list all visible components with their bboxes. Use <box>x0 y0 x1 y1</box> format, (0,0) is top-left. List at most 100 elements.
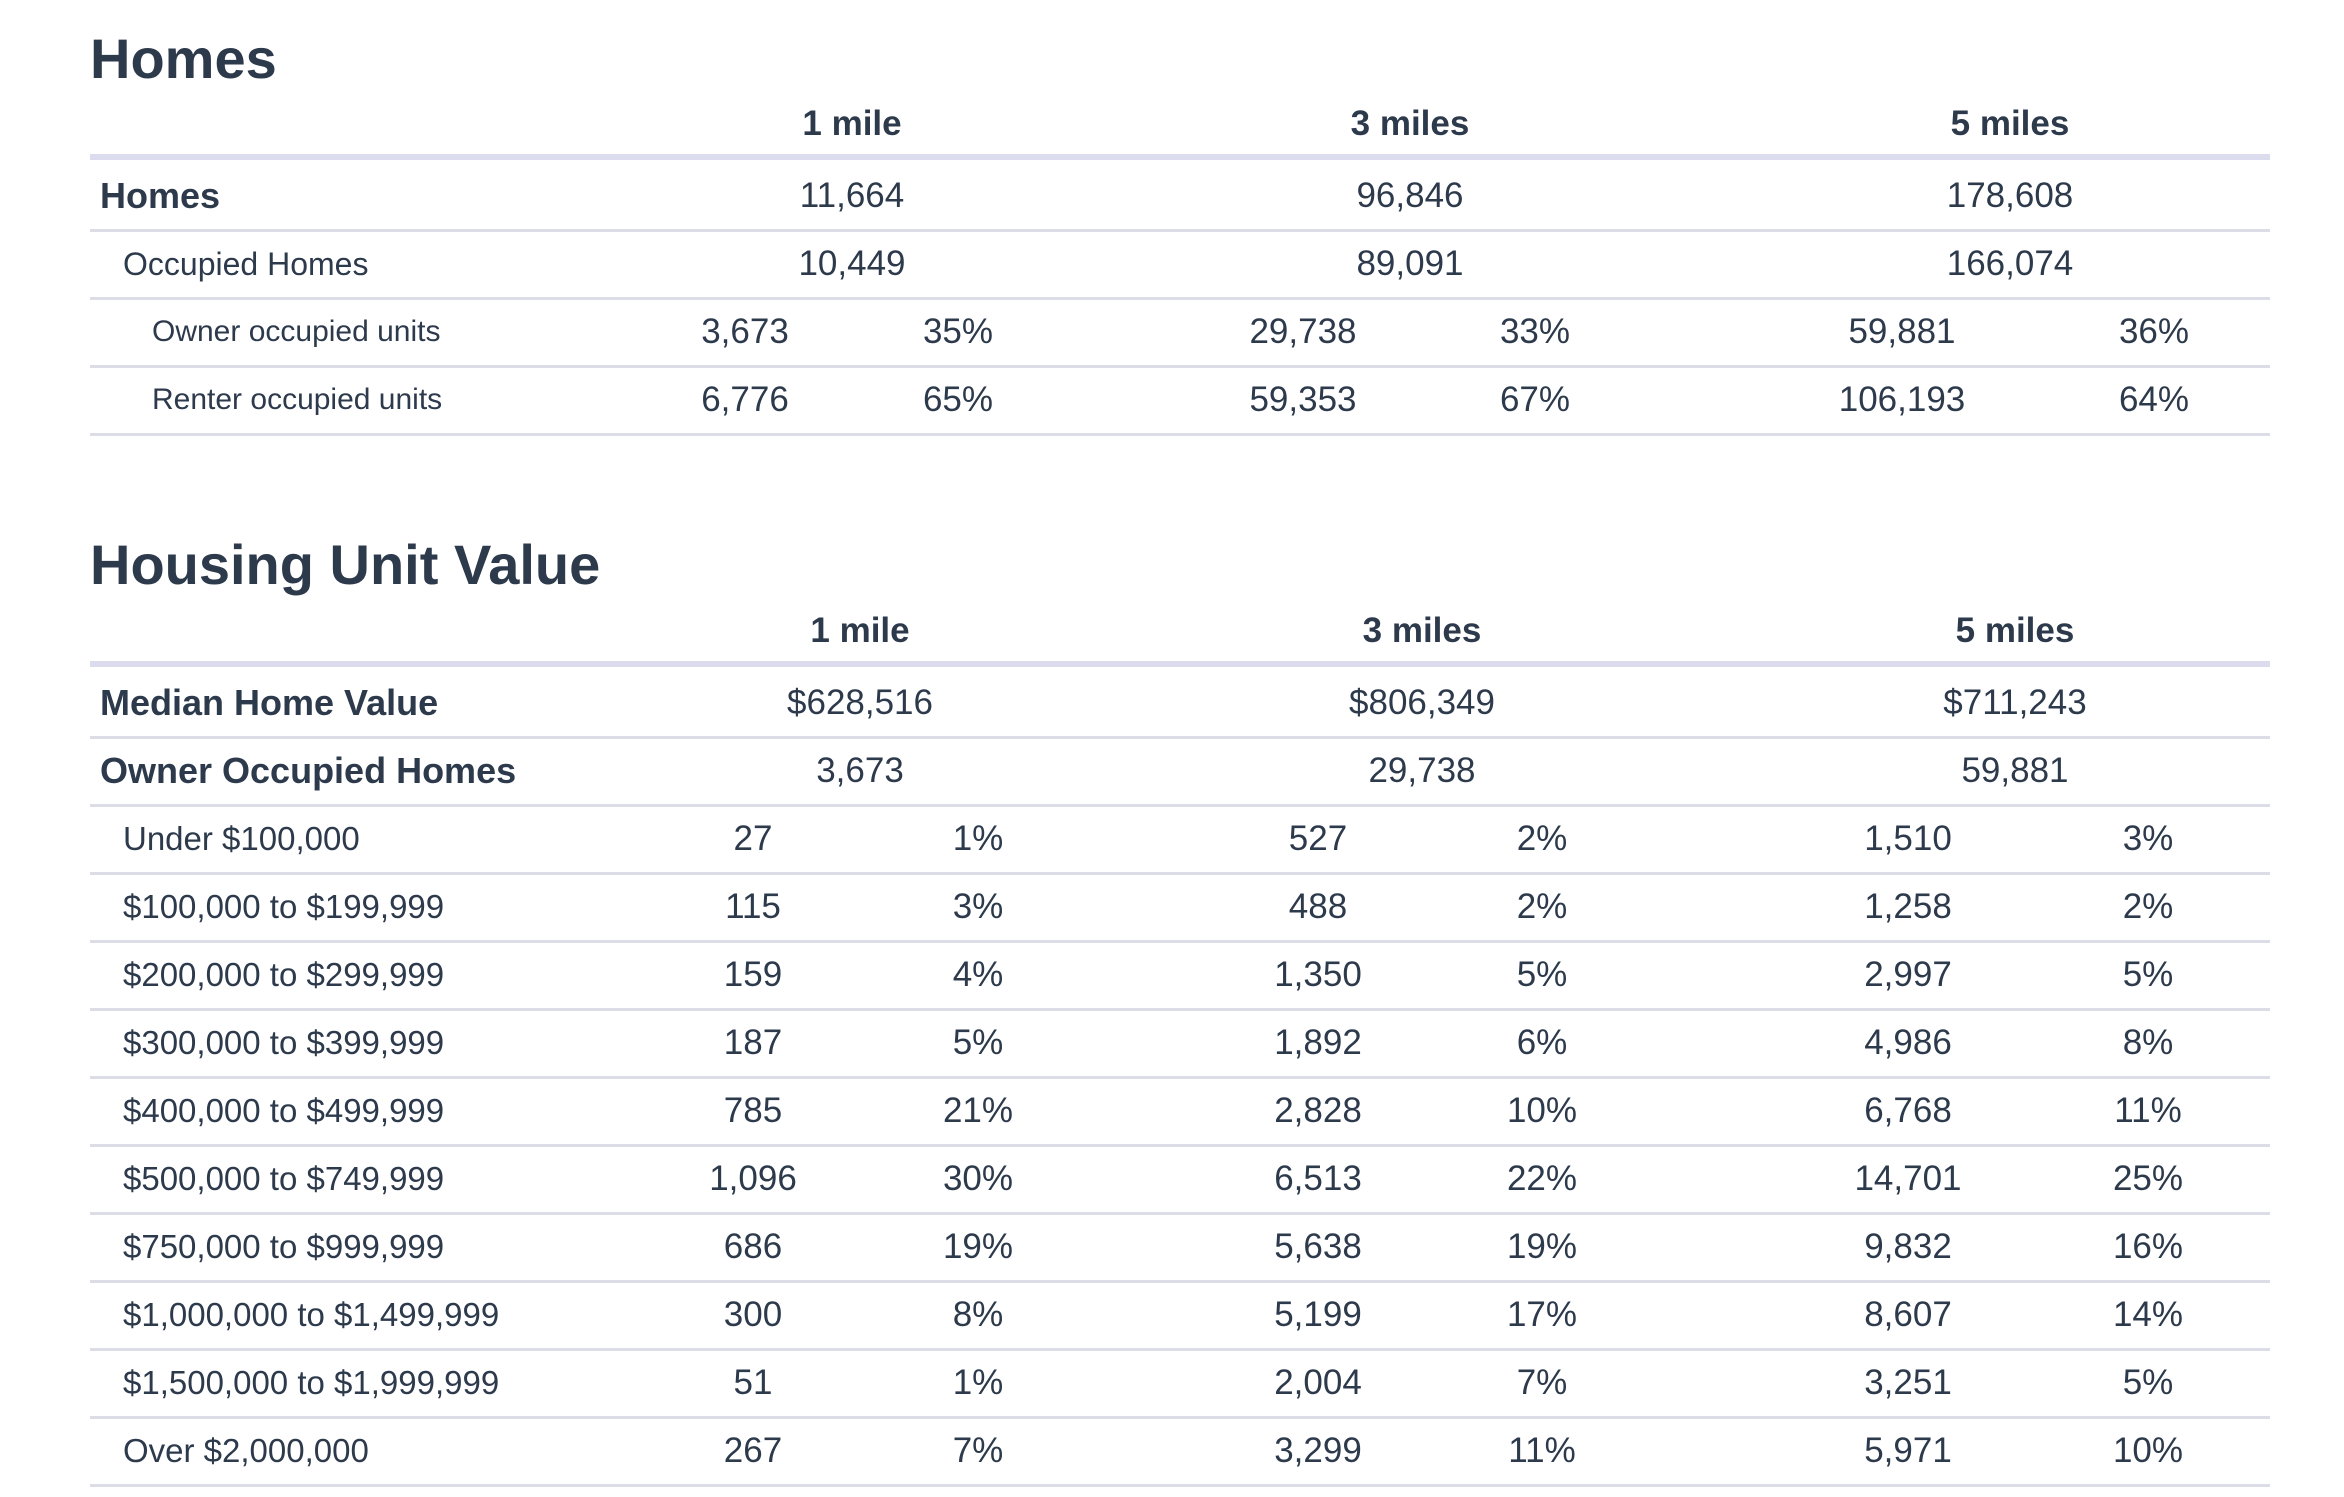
cell-percent: 6% <box>1516 1023 1568 1062</box>
cell-percent: 1% <box>952 819 1004 858</box>
cell-percent: 21% <box>942 1091 1014 1130</box>
cell-percent: 1% <box>952 1363 1004 1402</box>
cell-value: 89,091 <box>1356 244 1464 283</box>
table-row: $1,000,000 to $1,499,999 300 8% 5,199 17… <box>90 1282 2270 1351</box>
cell-percent: 16% <box>2112 1227 2184 1266</box>
cell-count: 1,096 <box>709 1159 797 1198</box>
cell-count: 5,199 <box>1274 1295 1362 1334</box>
cell-count: 2,997 <box>1864 955 1952 994</box>
table-row: $300,000 to $399,999 187 5% 1,892 6% 4,9… <box>90 1010 2270 1079</box>
table-row: $200,000 to $299,999 159 4% 1,350 5% 2,9… <box>90 942 2270 1011</box>
cell-percent: 5% <box>952 1023 1004 1062</box>
row-label: Over $2,000,000 <box>123 1432 369 1469</box>
cell-count: 527 <box>1288 819 1348 858</box>
cell-percent: 25% <box>2112 1159 2184 1198</box>
table-row: Owner occupied units 3,673 35% 29,738 33… <box>90 299 2270 368</box>
cell-percent: 11% <box>2114 1091 2182 1130</box>
cell-percent: 17% <box>1506 1295 1578 1334</box>
cell-value: $711,243 <box>1943 683 2087 722</box>
table-header: 1 mile 3 miles 5 miles <box>90 601 2270 667</box>
cell-value: 11,664 <box>799 176 905 215</box>
cell-value: 59,881 <box>1961 751 2069 790</box>
cell-percent: 2% <box>1516 819 1568 858</box>
cell-count: 3,299 <box>1274 1431 1362 1470</box>
cell-count: 3,673 <box>701 312 789 351</box>
cell-count: 6,513 <box>1274 1159 1362 1198</box>
cell-percent: 11% <box>1508 1431 1576 1470</box>
table-row: $400,000 to $499,999 785 21% 2,828 10% 6… <box>90 1078 2270 1147</box>
table-row: Owner Occupied Homes 3,673 29,738 59,881 <box>90 738 2270 807</box>
cell-percent: 2% <box>1516 887 1568 926</box>
table-row: $1,500,000 to $1,999,999 51 1% 2,004 7% … <box>90 1350 2270 1419</box>
cell-percent: 19% <box>942 1227 1014 1266</box>
cell-value: 96,846 <box>1356 176 1464 215</box>
table-row: Renter occupied units 6,776 65% 59,353 6… <box>90 367 2270 436</box>
cell-count: 1,892 <box>1274 1023 1362 1062</box>
cell-percent: 5% <box>1516 955 1568 994</box>
cell-value: 178,608 <box>1946 176 2074 215</box>
table-row: $500,000 to $749,999 1,096 30% 6,513 22%… <box>90 1146 2270 1215</box>
column-header: 1 mile <box>810 611 910 650</box>
cell-percent: 5% <box>2122 955 2174 994</box>
cell-count: 1,258 <box>1864 887 1952 926</box>
row-label: $300,000 to $399,999 <box>123 1024 445 1061</box>
cell-percent: 35% <box>922 312 994 351</box>
cell-count: 159 <box>723 955 783 994</box>
table-row: $750,000 to $999,999 686 19% 5,638 19% 9… <box>90 1214 2270 1283</box>
cell-value: $628,516 <box>787 683 933 722</box>
cell-count: 300 <box>723 1295 783 1334</box>
cell-count: 5,638 <box>1274 1227 1362 1266</box>
row-label: $200,000 to $299,999 <box>123 956 445 993</box>
row-label: Renter occupied units <box>152 383 443 416</box>
cell-count: 686 <box>723 1227 783 1266</box>
cell-count: 9,832 <box>1864 1227 1952 1266</box>
row-label: $1,000,000 to $1,499,999 <box>123 1296 500 1333</box>
cell-percent: 64% <box>2118 380 2190 419</box>
cell-value: $806,349 <box>1349 683 1495 722</box>
cell-count: 106,193 <box>1838 380 1966 419</box>
column-header: 5 miles <box>1955 611 2075 650</box>
cell-count: 59,881 <box>1848 312 1956 351</box>
cell-count: 785 <box>723 1091 783 1130</box>
table-row: Occupied Homes 10,449 89,091 166,074 <box>90 231 2270 300</box>
cell-percent: 7% <box>952 1431 1004 1470</box>
cell-count: 27 <box>733 819 773 858</box>
cell-count: 4,986 <box>1864 1023 1952 1062</box>
cell-count: 8,607 <box>1864 1295 1952 1334</box>
cell-percent: 22% <box>1506 1159 1578 1198</box>
cell-value: 166,074 <box>1946 244 2074 283</box>
cell-value: 29,738 <box>1368 751 1476 790</box>
cell-percent: 10% <box>1506 1091 1578 1130</box>
cell-percent: 19% <box>1506 1227 1578 1266</box>
cell-percent: 36% <box>2118 312 2190 351</box>
cell-count: 488 <box>1288 887 1348 926</box>
cell-count: 3,251 <box>1864 1363 1952 1402</box>
cell-percent: 65% <box>922 380 994 419</box>
cell-percent: 7% <box>1516 1363 1568 1402</box>
row-label: $1,500,000 to $1,999,999 <box>123 1364 500 1401</box>
row-label: Owner Occupied Homes <box>100 750 517 791</box>
row-label: Median Home Value <box>100 682 439 723</box>
cell-count: 5,971 <box>1864 1431 1952 1470</box>
cell-percent: 8% <box>2122 1023 2174 1062</box>
cell-count: 187 <box>723 1023 783 1062</box>
row-label: $100,000 to $199,999 <box>123 888 445 925</box>
section-title: Homes <box>90 27 277 90</box>
cell-count: 29,738 <box>1249 312 1357 351</box>
row-label: $400,000 to $499,999 <box>123 1092 445 1129</box>
table-row: Under $100,000 27 1% 527 2% 1,510 3% <box>90 806 2270 875</box>
row-label: Owner occupied units <box>152 315 441 348</box>
column-header: 3 miles <box>1362 611 1482 650</box>
row-label: $750,000 to $999,999 <box>123 1228 445 1265</box>
cell-percent: 3% <box>2122 819 2174 858</box>
cell-percent: 30% <box>942 1159 1014 1198</box>
cell-percent: 4% <box>952 955 1004 994</box>
cell-percent: 10% <box>2112 1431 2184 1470</box>
row-label: Under $100,000 <box>123 820 360 857</box>
cell-count: 2,004 <box>1274 1363 1362 1402</box>
table-row: Median Home Value $628,516 $806,349 $711… <box>90 670 2270 739</box>
cell-count: 51 <box>733 1363 773 1402</box>
cell-count: 59,353 <box>1249 380 1357 419</box>
cell-count: 1,350 <box>1274 955 1362 994</box>
cell-percent: 67% <box>1499 380 1571 419</box>
